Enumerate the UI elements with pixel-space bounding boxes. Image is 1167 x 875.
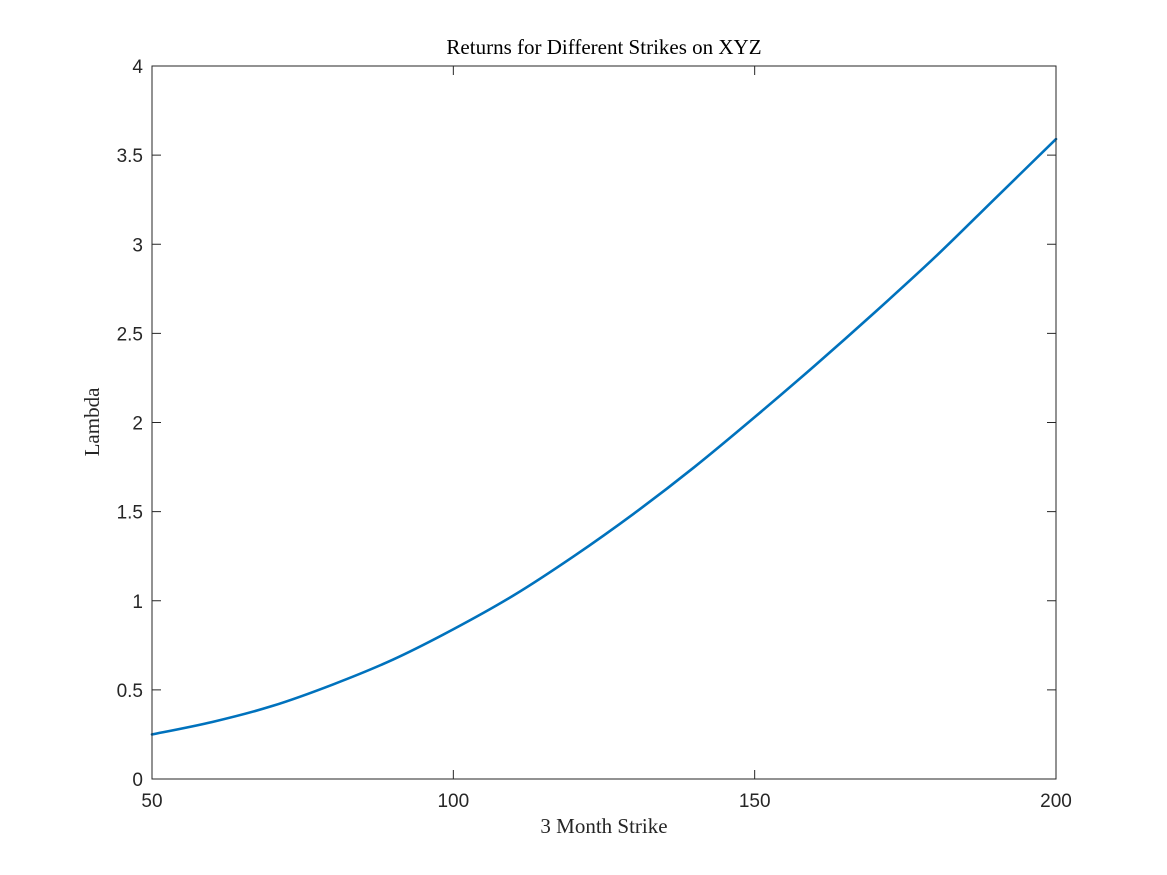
y-ticks: 0 0.5 1 1.5 2 2.5 3 3.5 4 (117, 57, 1056, 791)
y-tick-label: 3 (132, 235, 143, 256)
x-axis-label: 3 Month Strike (540, 814, 667, 838)
x-tick-label: 150 (739, 791, 771, 812)
chart-title: Returns for Different Strikes on XYZ (446, 35, 761, 59)
y-tick-label: 3.5 (117, 146, 143, 167)
y-tick-label: 1.5 (117, 503, 143, 524)
plot-area-frame (151, 65, 1057, 780)
plot-area-background (152, 66, 1056, 779)
y-tick-label: 2.5 (117, 324, 143, 345)
y-tick-label: 0 (132, 770, 143, 791)
y-tick-label: 0.5 (117, 681, 143, 702)
x-tick-label: 50 (141, 791, 162, 812)
y-axis-label: Lambda (80, 387, 104, 456)
x-tick-label: 100 (437, 791, 469, 812)
series-line (150, 137, 1058, 736)
y-tick-label: 2 (132, 414, 143, 435)
y-tick-label: 4 (132, 57, 143, 78)
x-tick-label: 200 (1040, 791, 1072, 812)
y-tick-label: 1 (132, 592, 143, 613)
